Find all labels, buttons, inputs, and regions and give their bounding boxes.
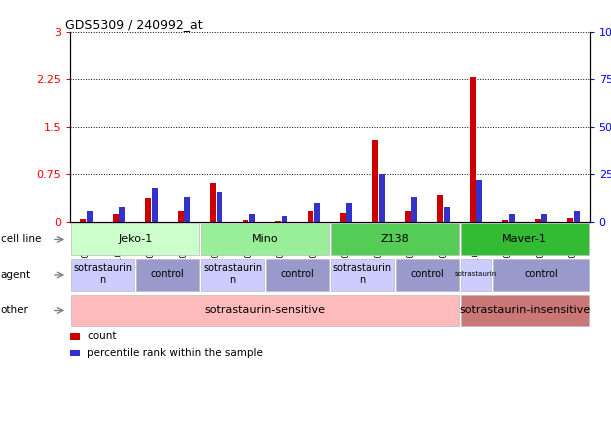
Bar — [567, 218, 573, 222]
Text: Maver-1: Maver-1 — [502, 234, 547, 244]
Text: cell line: cell line — [1, 234, 41, 244]
Text: sotrastaurin
n: sotrastaurin n — [203, 264, 262, 285]
Text: other: other — [1, 305, 29, 316]
Text: sotrastaurin: sotrastaurin — [455, 271, 497, 277]
Bar — [461, 259, 491, 291]
Bar — [331, 223, 459, 255]
Bar — [249, 214, 255, 222]
Bar — [502, 220, 508, 222]
Bar — [396, 259, 459, 291]
Bar — [81, 219, 86, 222]
Bar — [201, 259, 264, 291]
Bar — [541, 214, 547, 222]
Text: count: count — [87, 332, 117, 341]
Bar — [71, 294, 459, 327]
Text: control: control — [524, 269, 558, 279]
Bar — [405, 211, 411, 222]
Bar — [178, 211, 183, 222]
Bar — [136, 259, 199, 291]
Bar — [145, 198, 151, 222]
Text: Mino: Mino — [252, 234, 279, 244]
Bar — [346, 203, 353, 222]
Text: control: control — [411, 269, 444, 279]
Bar — [379, 175, 385, 222]
Bar — [493, 259, 588, 291]
Bar — [266, 259, 329, 291]
Bar — [307, 211, 313, 222]
Text: control: control — [151, 269, 185, 279]
Bar — [373, 140, 378, 222]
Bar — [444, 207, 450, 222]
Bar — [184, 198, 190, 222]
Text: GDS5309 / 240992_at: GDS5309 / 240992_at — [65, 18, 203, 30]
Bar — [509, 214, 514, 222]
Bar — [314, 203, 320, 222]
Bar — [71, 259, 134, 291]
Bar — [201, 223, 329, 255]
Bar — [119, 207, 125, 222]
Bar — [217, 192, 222, 222]
Bar — [461, 223, 588, 255]
Bar — [70, 333, 79, 340]
Bar — [275, 221, 281, 222]
Bar — [411, 198, 417, 222]
Text: percentile rank within the sample: percentile rank within the sample — [87, 348, 263, 358]
Text: control: control — [280, 269, 314, 279]
Text: Jeko-1: Jeko-1 — [118, 234, 152, 244]
Bar — [152, 188, 158, 222]
Text: sotrastaurin
n: sotrastaurin n — [333, 264, 392, 285]
Bar — [461, 294, 588, 327]
Bar — [113, 214, 119, 222]
Bar — [70, 350, 79, 356]
Bar — [87, 211, 93, 222]
Bar — [340, 213, 346, 222]
Text: sotrastaurin
n: sotrastaurin n — [73, 264, 133, 285]
Bar — [535, 219, 541, 222]
Bar — [282, 217, 287, 222]
Bar — [437, 195, 443, 222]
Bar — [210, 183, 216, 222]
Text: Z138: Z138 — [381, 234, 409, 244]
Text: sotrastaurin-insensitive: sotrastaurin-insensitive — [459, 305, 590, 315]
Bar — [243, 220, 249, 222]
Bar — [71, 223, 199, 255]
Bar — [470, 77, 476, 222]
Bar — [574, 211, 579, 222]
Bar — [331, 259, 394, 291]
Bar — [477, 180, 482, 222]
Text: agent: agent — [1, 270, 31, 280]
Text: sotrastaurin-sensitive: sotrastaurin-sensitive — [205, 305, 326, 315]
